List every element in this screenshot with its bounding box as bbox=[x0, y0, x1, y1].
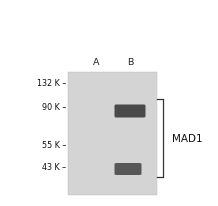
FancyBboxPatch shape bbox=[114, 105, 145, 118]
Text: MAD1: MAD1 bbox=[172, 133, 203, 143]
Text: B: B bbox=[127, 58, 133, 67]
Text: 43 K –: 43 K – bbox=[42, 163, 66, 172]
FancyBboxPatch shape bbox=[114, 163, 141, 175]
Text: 55 K –: 55 K – bbox=[42, 141, 66, 150]
Text: 90 K –: 90 K – bbox=[42, 103, 66, 112]
Text: 132 K –: 132 K – bbox=[37, 79, 66, 88]
Text: A: A bbox=[93, 58, 99, 67]
Bar bbox=[68, 73, 157, 195]
